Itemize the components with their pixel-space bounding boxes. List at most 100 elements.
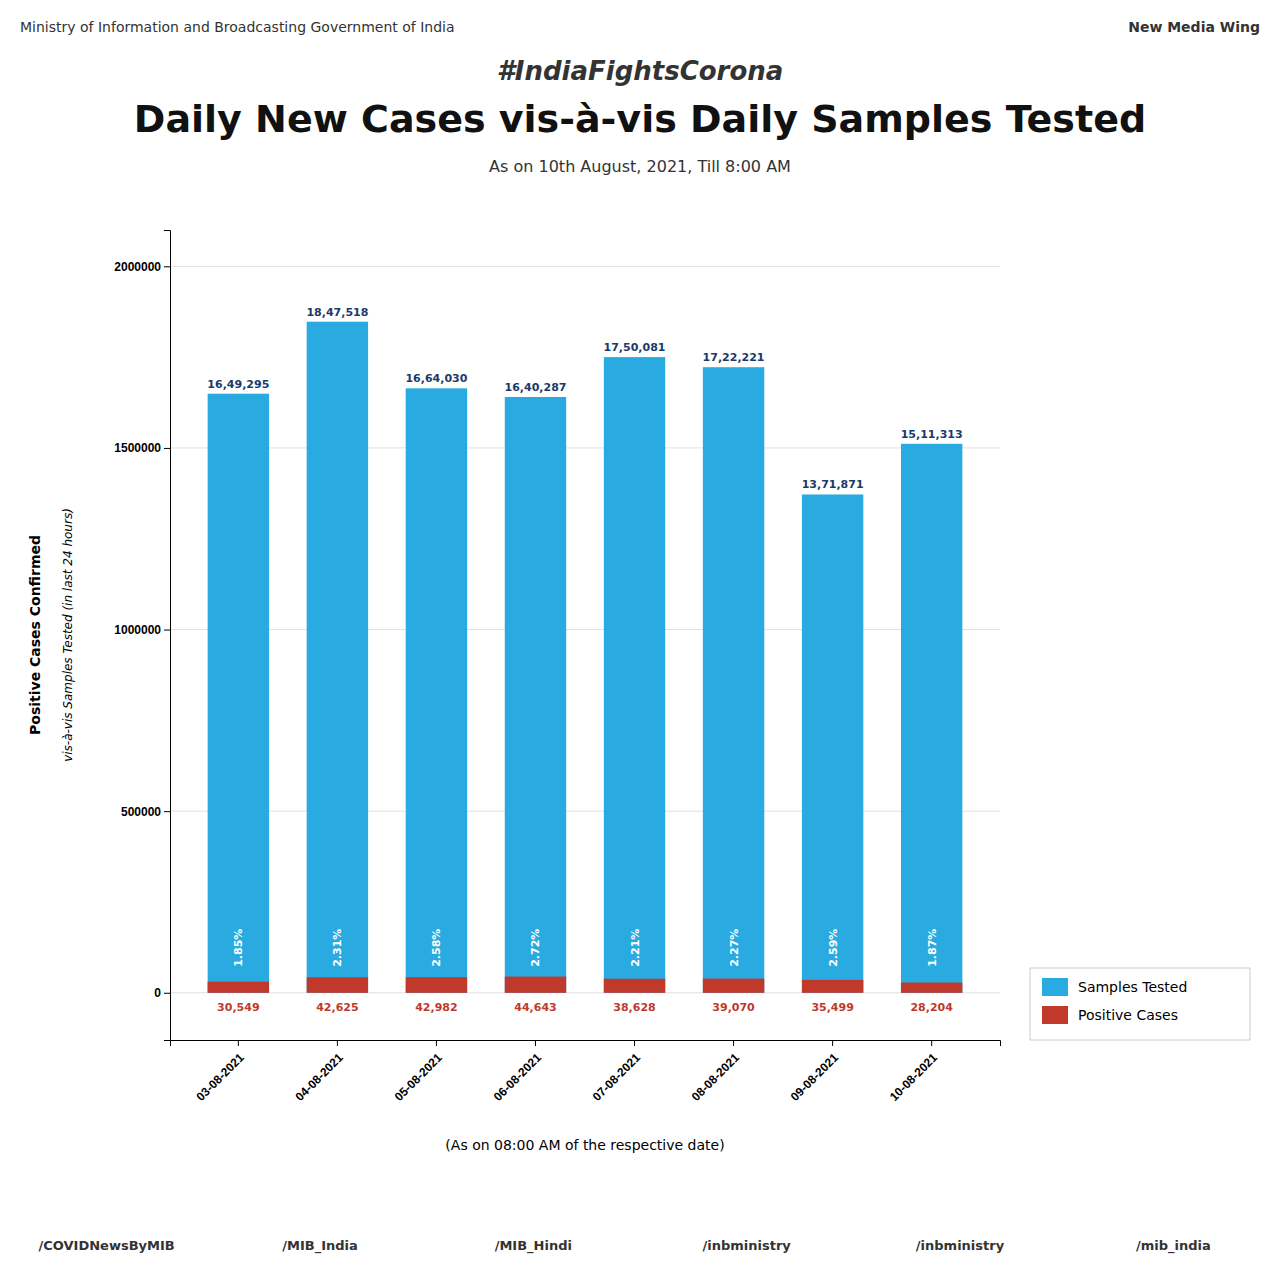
x-tick-mark	[337, 1040, 338, 1046]
bar	[901, 983, 962, 993]
x-tick-mark	[733, 1040, 734, 1046]
bar	[505, 977, 566, 993]
x-tick: 10-08-2021	[887, 1040, 941, 1104]
data-label: 39,070	[712, 1001, 755, 1014]
y-tick: 2000000	[114, 260, 170, 274]
x-tick: 05-08-2021	[392, 1040, 446, 1104]
x-tick-mark	[634, 1040, 635, 1046]
y-axis-line	[164, 231, 171, 1041]
y-tick: 0	[154, 986, 170, 1000]
positivity-label: 1.87%	[926, 929, 939, 967]
bar	[703, 367, 764, 993]
x-tick-label: 08-08-2021	[689, 1050, 743, 1104]
x-axis-line	[171, 1041, 1001, 1047]
footer-handle: /MIB_Hindi	[495, 1238, 572, 1254]
bar	[406, 388, 467, 992]
x-tick: 08-08-2021	[689, 1040, 743, 1104]
footer: /COVIDNewsByMIB/MIB_India/MIB_Hindi/inbm…	[39, 1238, 1211, 1254]
x-tick-mark	[931, 1040, 932, 1046]
data-label: 16,64,030	[405, 372, 467, 385]
bar	[406, 977, 467, 993]
data-label: 18,47,518	[306, 306, 368, 319]
data-label: 44,643	[514, 1001, 556, 1014]
positivity-label: 2.58%	[430, 929, 443, 967]
data-label: 15,11,313	[901, 428, 963, 441]
data-label: 42,982	[415, 1001, 457, 1014]
positivity-label: 2.59%	[827, 929, 840, 967]
legend-item: Positive Cases	[1042, 1006, 1178, 1024]
positivity-label: 2.31%	[331, 929, 344, 967]
positivity-label: 2.72%	[529, 929, 542, 967]
positivity-label: 1.85%	[232, 929, 245, 967]
grid-line	[170, 447, 1000, 448]
x-tick: 09-08-2021	[788, 1040, 842, 1104]
grid-line	[170, 811, 1000, 812]
legend: Samples Tested Positive Cases	[1030, 968, 1250, 1040]
grid-line	[170, 266, 1000, 267]
y-tick: 1000000	[114, 623, 170, 637]
data-label: 42,625	[316, 1001, 358, 1014]
y-axis-note: vis-à-vis Samples Tested (in last 24 hou…	[61, 508, 75, 762]
positivity-label: 2.27%	[728, 929, 741, 967]
grid-line	[170, 629, 1000, 630]
y-tick-label: 2000000	[114, 260, 161, 274]
x-tick-label: 07-08-2021	[590, 1050, 644, 1104]
legend-item: Samples Tested	[1042, 978, 1187, 996]
chart: Ministry of Information and Broadcasting…	[0, 0, 1280, 1280]
bars	[208, 322, 963, 993]
subtitle: #IndiaFightsCorona	[497, 56, 784, 86]
bar	[802, 494, 863, 992]
x-tick-label: 04-08-2021	[293, 1050, 347, 1104]
x-tick-label: 03-08-2021	[194, 1050, 248, 1104]
y-tick-mark	[164, 448, 170, 449]
data-label: 35,499	[811, 1001, 853, 1014]
legend-swatch	[1042, 1006, 1068, 1024]
date-note: As on 10th August, 2021, Till 8:00 AM	[489, 157, 791, 176]
bar	[901, 444, 962, 993]
y-tick-label: 500000	[121, 805, 161, 819]
x-axis: 03-08-2021 04-08-2021 05-08-2021 06-08-2021…	[171, 1040, 1001, 1104]
y-tick: 500000	[121, 805, 170, 819]
series	[208, 322, 963, 993]
x-tick-label: 10-08-2021	[887, 1050, 941, 1104]
y-tick-label: 0	[154, 986, 161, 1000]
plot: 0 500000 1000000 1500000 2000000 03-08-2021 04…	[114, 231, 1000, 1104]
footer-handle: /inbministry	[703, 1238, 792, 1253]
footer-handle: /MIB_India	[282, 1238, 358, 1254]
bar	[505, 397, 566, 993]
y-tick-label: 1000000	[114, 623, 161, 637]
bar	[208, 394, 269, 993]
bar	[604, 979, 665, 993]
footer-handle: /mib_india	[1136, 1238, 1211, 1254]
y-tick-mark	[164, 993, 170, 994]
bar	[802, 980, 863, 993]
x-tick: 03-08-2021	[194, 1040, 248, 1104]
x-tick-mark	[238, 1040, 239, 1046]
data-labels: 16,49,29518,47,51816,64,03016,40,28717,5…	[207, 306, 962, 1014]
data-label: 17,50,081	[604, 341, 666, 354]
footer-handle: /COVIDNewsByMIB	[39, 1238, 175, 1253]
x-tick-mark	[832, 1040, 833, 1046]
y-tick: 1500000	[114, 441, 170, 455]
x-axis-title: (As on 08:00 AM of the respective date)	[445, 1137, 724, 1153]
y-axis-title: Positive Cases Confirmed	[27, 535, 43, 735]
bar	[604, 357, 665, 993]
x-tick-label: 06-08-2021	[491, 1050, 545, 1104]
x-tick: 07-08-2021	[590, 1040, 644, 1104]
x-tick-label: 09-08-2021	[788, 1050, 842, 1104]
x-tick: 04-08-2021	[293, 1040, 347, 1104]
title: Daily New Cases vis-à-vis Daily Samples …	[134, 97, 1146, 141]
data-label: 17,22,221	[703, 351, 765, 364]
footer-handle: /inbministry	[916, 1238, 1005, 1253]
positivity-label: 2.21%	[629, 929, 642, 967]
x-tick-mark	[535, 1040, 536, 1046]
grid	[170, 266, 1000, 992]
legend-frame	[1030, 968, 1250, 1040]
bar	[307, 322, 368, 993]
wing-name: New Media Wing	[1128, 19, 1260, 35]
y-axis: 0 500000 1000000 1500000 2000000	[114, 231, 170, 1041]
data-label: 30,549	[217, 1001, 259, 1014]
legend-label: Positive Cases	[1078, 1007, 1178, 1023]
legend-label: Samples Tested	[1078, 979, 1187, 995]
data-label: 13,71,871	[802, 478, 864, 491]
